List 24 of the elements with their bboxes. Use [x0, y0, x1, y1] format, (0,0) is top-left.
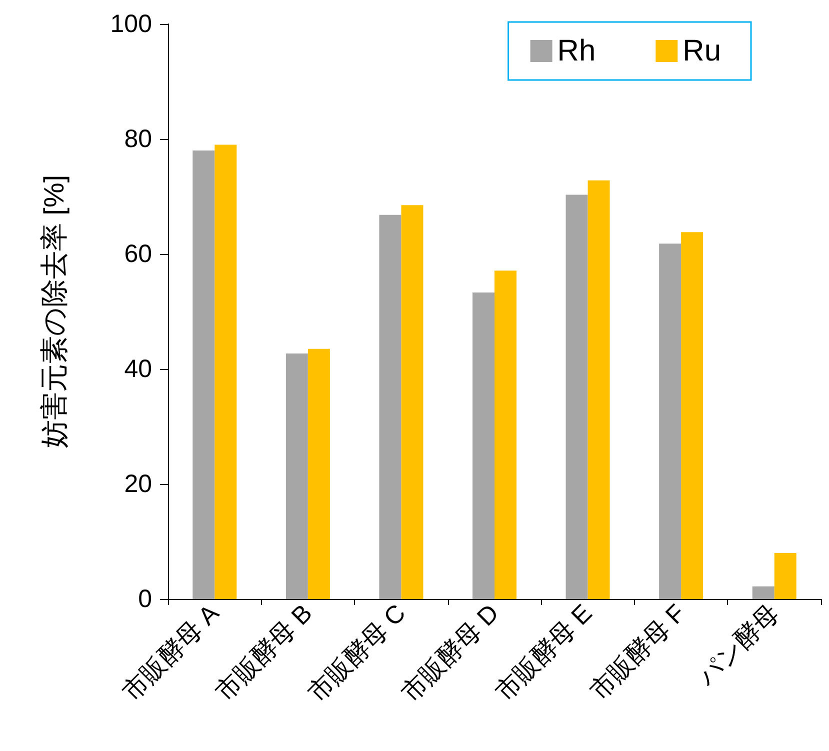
- bar: [401, 205, 424, 599]
- bar: [286, 353, 308, 599]
- bar: [752, 586, 774, 599]
- bar: [588, 180, 610, 599]
- bar: [472, 292, 494, 599]
- y-tick-label: 20: [124, 470, 152, 498]
- bar: [774, 553, 796, 599]
- bar: [214, 144, 237, 599]
- y-axis-title: 妨害元素の除去率 [%]: [38, 174, 70, 448]
- bar: [566, 194, 588, 599]
- bar: [494, 270, 516, 599]
- bar: [379, 214, 402, 599]
- x-tick-label: パン酵母: [692, 599, 784, 692]
- bar: [192, 150, 215, 599]
- legend-label: Rh: [557, 34, 596, 68]
- bar: [681, 232, 704, 599]
- y-tick-label: 40: [124, 355, 152, 383]
- bar: [308, 348, 330, 599]
- y-tick-label: 60: [124, 240, 152, 268]
- y-tick-label: 0: [138, 585, 152, 613]
- y-tick-label: 100: [110, 10, 152, 38]
- bar: [659, 244, 682, 599]
- legend-label: Ru: [682, 34, 722, 68]
- y-tick-label: 80: [124, 125, 152, 153]
